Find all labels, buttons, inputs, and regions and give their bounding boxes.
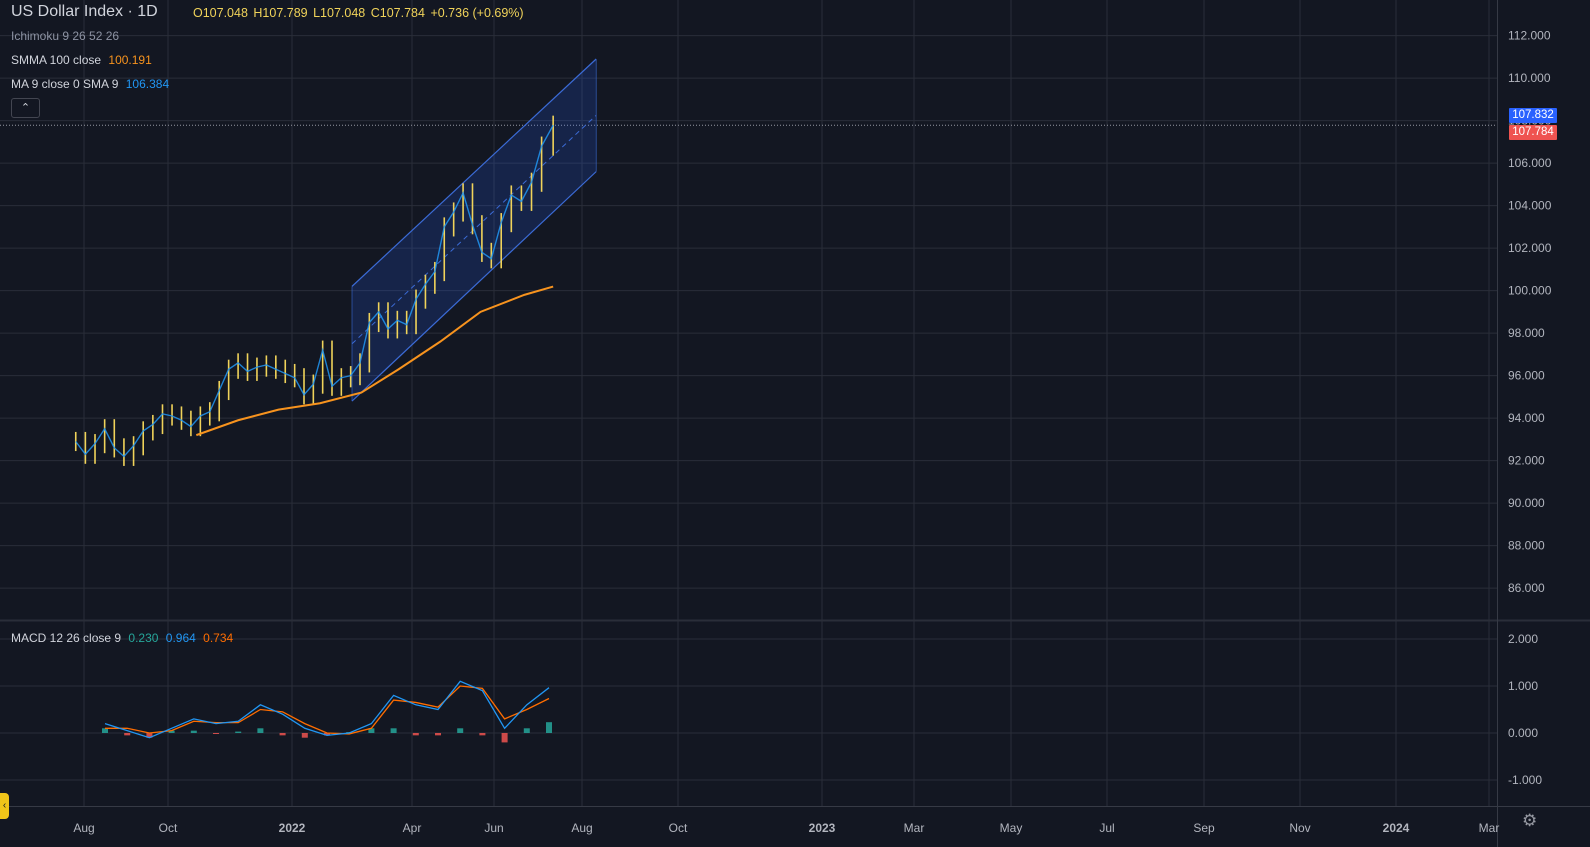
- macd-histogram-bar: [235, 731, 242, 733]
- channel-lower: [351, 171, 597, 402]
- time-tick-label: Jul: [1099, 821, 1114, 835]
- low-value: L107.048: [313, 6, 366, 20]
- price-tick-label: 100.000: [1508, 284, 1552, 298]
- macd-legend[interactable]: MACD 12 26 close 9 0.230 0.964 0.734: [11, 631, 233, 645]
- time-tick-label: Nov: [1289, 821, 1310, 835]
- time-tick-label: Mar: [1479, 821, 1500, 835]
- chevron-up-icon: ⌃: [20, 102, 31, 114]
- time-tick-label: Sep: [1193, 821, 1215, 835]
- last-price-tag: 107.784: [1509, 125, 1557, 140]
- time-tick-label: Mar: [904, 821, 925, 835]
- price-tick-label: 90.000: [1508, 496, 1545, 510]
- price-tick-label: 94.000: [1508, 411, 1545, 425]
- price-tick-label: 104.000: [1508, 199, 1552, 213]
- price-tick-label: 106.000: [1508, 156, 1552, 170]
- macd-signal-value: 0.734: [203, 631, 234, 645]
- time-tick-label: 2024: [1383, 821, 1410, 835]
- smma-label: SMMA 100 close: [11, 53, 102, 67]
- macd-histogram-bar: [479, 733, 486, 736]
- open-value: O107.048: [193, 6, 248, 20]
- macd-histogram-bar: [279, 733, 286, 736]
- time-tick-label: Jun: [484, 821, 503, 835]
- price-tick-label: 98.000: [1508, 326, 1545, 340]
- macd-line: [104, 680, 550, 739]
- macd-histogram-bar: [213, 733, 219, 734]
- ma-legend[interactable]: MA 9 close 0 SMA 9 106.384: [11, 77, 169, 91]
- macd-tick-label: -1.000: [1508, 773, 1542, 787]
- macd-histogram-bar: [146, 733, 153, 738]
- chevron-left-icon: ‹: [2, 800, 7, 811]
- time-tick-label: Aug: [571, 821, 592, 835]
- time-tick-label: Apr: [403, 821, 422, 835]
- symbol-title[interactable]: US Dollar Index · 1D: [11, 3, 158, 20]
- time-tick-label: 2022: [279, 821, 306, 835]
- time-tick-label: Aug: [73, 821, 94, 835]
- gear-icon[interactable]: ⚙: [1522, 811, 1538, 830]
- ichimoku-label: Ichimoku 9 26 52 26: [11, 29, 120, 43]
- ma-value: 106.384: [125, 77, 170, 91]
- channel-midline: [351, 114, 597, 345]
- macd-line-value: 0.964: [165, 631, 196, 645]
- collapse-legend-button[interactable]: ⌃: [11, 98, 40, 118]
- macd-histogram-bar: [368, 728, 375, 733]
- macd-histogram-bar: [190, 730, 197, 733]
- price-tick-label: 110.000: [1508, 71, 1551, 85]
- ohlc-readout: O107.048 H107.789 L107.048 C107.784 +0.7…: [193, 6, 526, 20]
- time-tick-label: May: [1000, 821, 1023, 835]
- smma-100-line: [195, 285, 554, 437]
- macd-histogram-bar: [102, 728, 108, 733]
- macd-histogram-bar: [301, 733, 308, 738]
- price-tick-label: 92.000: [1508, 454, 1545, 468]
- macd-tick-label: 0.000: [1508, 726, 1538, 740]
- price-tick-label: 112.000: [1508, 29, 1551, 43]
- expand-left-handle[interactable]: ‹: [0, 793, 9, 819]
- macd-histogram-bar: [523, 728, 530, 733]
- macd-signal-line: [105, 685, 550, 735]
- ma-price-tag: 107.832: [1509, 108, 1557, 123]
- macd-histogram-bar: [457, 728, 464, 733]
- high-value: H107.789: [253, 6, 308, 20]
- change-value: +0.736 (+0.69%): [430, 6, 524, 20]
- ichimoku-legend[interactable]: Ichimoku 9 26 52 26: [11, 29, 119, 43]
- price-tick-label: 88.000: [1508, 539, 1545, 553]
- price-tick-label: 102.000: [1508, 241, 1552, 255]
- macd-histogram-bar: [546, 722, 552, 733]
- macd-histogram-bar: [324, 733, 330, 736]
- ma-9-line: [75, 124, 554, 458]
- macd-tick-label: 2.000: [1508, 632, 1538, 646]
- macd-histogram-bar: [501, 733, 508, 743]
- price-tick-label: 86.000: [1508, 581, 1545, 595]
- macd-histogram-bar: [390, 728, 397, 733]
- macd-histogram-bar: [168, 730, 175, 733]
- time-tick-label: 2023: [809, 821, 836, 835]
- macd-histogram-bar: [124, 733, 131, 736]
- smma-value: 100.191: [108, 53, 152, 67]
- macd-label: MACD 12 26 close 9: [11, 631, 122, 645]
- macd-hist-value: 0.230: [128, 631, 159, 645]
- channel-upper: [351, 58, 597, 287]
- macd-tick-label: 1.000: [1508, 679, 1538, 693]
- close-value: C107.784: [370, 6, 425, 20]
- macd-histogram-bar: [257, 728, 264, 733]
- macd-histogram-bar: [412, 733, 419, 736]
- smma-legend[interactable]: SMMA 100 close 100.191: [11, 53, 152, 67]
- price-tick-label: 96.000: [1508, 369, 1545, 383]
- macd-histogram-bar: [435, 733, 441, 736]
- time-tick-label: Oct: [159, 821, 178, 835]
- ma-label: MA 9 close 0 SMA 9: [11, 77, 119, 91]
- time-tick-label: Oct: [669, 821, 688, 835]
